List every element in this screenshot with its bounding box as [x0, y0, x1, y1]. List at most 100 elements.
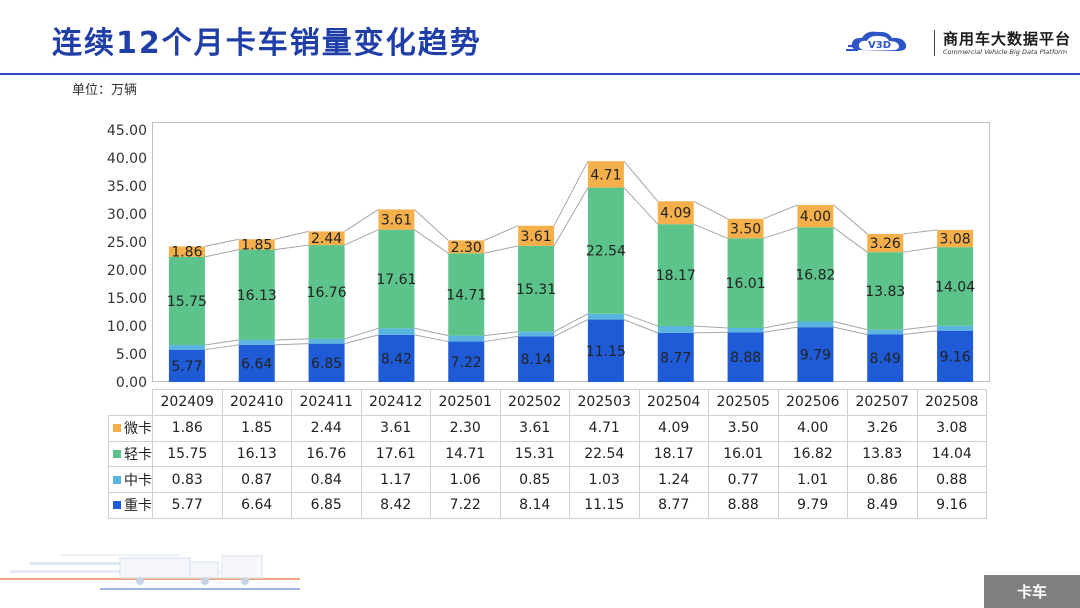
bar-value-label: 17.61 — [376, 272, 416, 288]
table-cell: 4.09 — [638, 414, 709, 442]
table-cell: 22.54 — [569, 440, 640, 468]
svg-text:V3D: V3D — [868, 40, 891, 51]
bar-segment — [308, 343, 345, 382]
table-cell: 8.14 — [499, 492, 570, 519]
table-header-row: 202409 202410 202411 202412 202501 202502 2025… — [108, 389, 987, 416]
table-cell: 3.61 — [499, 414, 570, 442]
y-tick-label: 45.00 — [107, 123, 147, 139]
bar-value-label: 16.01 — [726, 276, 766, 292]
bar-value-label: 5.77 — [171, 359, 202, 375]
y-tick-label: 25.00 — [107, 235, 147, 251]
series-connector-line — [903, 325, 938, 331]
series-connector-line — [903, 229, 938, 235]
series-connector-line — [623, 313, 658, 327]
series-connector-line — [204, 249, 239, 258]
legend-swatch — [113, 475, 121, 484]
table-cell: 4.00 — [777, 414, 848, 442]
x-category-label: 202507 — [847, 389, 918, 416]
table-cell: 8.88 — [708, 492, 779, 519]
bar-segment — [587, 319, 624, 382]
header-divider — [0, 73, 1080, 75]
bar-value-label: 4.09 — [660, 206, 691, 222]
legend-swatch — [113, 501, 121, 510]
series-connector-line — [274, 338, 309, 341]
table-cell: 5.77 — [152, 492, 223, 519]
series-connector-line — [274, 230, 309, 240]
bar-segment — [727, 332, 764, 382]
series-connector-line — [833, 226, 868, 253]
series-connector-line — [763, 204, 798, 220]
bar-segment — [378, 229, 415, 329]
brand-block: V3D 商用车大数据平台 Commercial Vehicle Big Data… — [846, 26, 1071, 60]
bar-segment — [378, 209, 415, 230]
table-cell: 8.49 — [847, 492, 918, 519]
bar-segment — [797, 227, 834, 322]
bar-segment — [937, 229, 974, 248]
bar-segment — [378, 334, 415, 382]
table-cell: 7.22 — [430, 492, 501, 519]
bar-value-label: 2.44 — [311, 231, 342, 247]
series-connector-line — [344, 327, 379, 340]
y-tick-label: 40.00 — [107, 151, 147, 167]
table-cell: 16.13 — [221, 440, 292, 468]
bar-segment — [518, 225, 555, 246]
series-connector-line — [204, 238, 239, 247]
series-connector-line — [414, 229, 449, 254]
bar-segment — [937, 325, 974, 331]
x-category-label: 202506 — [777, 389, 848, 416]
bar-segment — [727, 238, 764, 328]
legend-swatch — [113, 424, 121, 433]
bar-segment — [168, 345, 205, 350]
table-cell: 0.84 — [291, 466, 362, 493]
table-body: 微卡 1.86 1.85 2.44 3.61 2.30 3.61 4.71 4.09 3.50 4.… — [108, 414, 987, 519]
table-cell: 0.86 — [847, 466, 918, 493]
bar-value-label: 8.49 — [870, 351, 901, 367]
bar-segment — [657, 224, 694, 326]
x-category-label: 202410 — [221, 389, 292, 416]
series-connector-line — [693, 200, 728, 220]
y-tick-label: 10.00 — [107, 319, 147, 335]
table-cell: 4.71 — [569, 414, 640, 442]
legend-entry: 重卡 — [108, 492, 153, 519]
table-corner — [108, 389, 153, 416]
bar-segment — [937, 330, 974, 382]
table-cell: 0.85 — [499, 466, 570, 493]
legend-entry: 中卡 — [108, 466, 153, 493]
table-row: 中卡 0.83 0.87 0.84 1.17 1.06 0.85 1.03 1.24 0.77 1.… — [108, 466, 987, 493]
bar-segment — [168, 349, 205, 382]
bar-value-label: 15.75 — [167, 294, 207, 310]
series-connector-line — [484, 331, 519, 337]
bar-segment — [587, 161, 624, 188]
table-cell: 3.50 — [708, 414, 779, 442]
legend-label: 重卡 — [124, 498, 152, 515]
x-category-label: 202504 — [638, 389, 709, 416]
section-tag: 卡车 — [984, 575, 1080, 608]
bar-segment — [238, 249, 275, 340]
bar-segment — [238, 239, 275, 250]
table-cell: 16.82 — [777, 440, 848, 468]
table-cell: 3.08 — [916, 414, 987, 442]
table-row: 微卡 1.86 1.85 2.44 3.61 2.30 3.61 4.71 4.09 3.50 4.… — [108, 414, 987, 442]
bar-value-label: 1.86 — [171, 245, 202, 261]
bar-value-label: 3.08 — [939, 232, 970, 248]
table-cell: 14.04 — [916, 440, 987, 468]
table-cell: 2.44 — [291, 414, 362, 442]
bar-value-label: 8.14 — [520, 352, 551, 368]
bar-value-label: 6.85 — [311, 356, 342, 372]
table-cell: 16.76 — [291, 440, 362, 468]
bar-value-label: 3.50 — [730, 222, 761, 238]
bar-value-label: 22.54 — [586, 244, 626, 260]
series-connector-line — [833, 204, 868, 235]
table-cell: 16.01 — [708, 440, 779, 468]
y-tick-label: 0.00 — [116, 375, 147, 391]
bar-value-label: 2.30 — [451, 240, 482, 256]
bar-value-label: 4.00 — [800, 209, 831, 225]
series-connector-line — [833, 326, 868, 335]
series-connector-line — [274, 244, 309, 251]
table-cell: 11.15 — [569, 492, 640, 519]
x-category-label: 202508 — [916, 389, 987, 416]
table-cell: 0.83 — [152, 466, 223, 493]
bar-value-label: 9.79 — [800, 348, 831, 364]
bar-value-label: 16.13 — [237, 288, 277, 304]
series-connector-line — [623, 187, 659, 225]
